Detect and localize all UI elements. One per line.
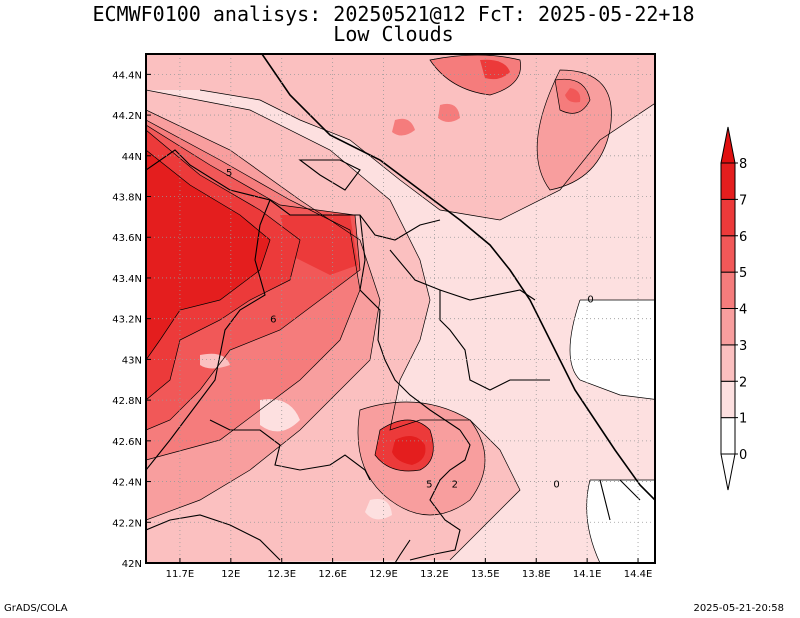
- contour-fill-7: [146, 150, 270, 360]
- colorbar-under-arrow: [720, 453, 736, 491]
- lon-tick-label: 14.1E: [573, 569, 602, 580]
- colorbar-label: 8: [739, 157, 747, 172]
- contour-fill-1: [365, 499, 392, 520]
- lon-tick-label: 11.7E: [166, 569, 195, 580]
- lon-tick-label: 13.8E: [522, 569, 551, 580]
- contour-label: 5: [426, 480, 432, 491]
- colorbar-segment: [720, 198, 736, 237]
- region-border: [146, 514, 281, 561]
- colorbar-label: 1: [739, 412, 747, 427]
- lat-tick-label: 44N: [122, 152, 142, 163]
- region-border: [439, 289, 536, 301]
- contour-fill-5: [565, 88, 581, 103]
- contour-label: 0: [587, 294, 593, 305]
- contour-fill-3: [537, 70, 612, 190]
- map-subtitle: Low Clouds: [333, 22, 454, 46]
- lat-tick-label: 43.8N: [112, 193, 142, 204]
- colorbar-over-arrow: [720, 126, 736, 164]
- contour-line: [569, 299, 655, 400]
- colorbar-segment: [720, 162, 736, 200]
- contour-fill-4: [392, 118, 415, 136]
- lon-tick-label: 12E: [221, 569, 240, 580]
- lat-tick-label: 42.4N: [112, 478, 142, 489]
- contour-labels: 5 6 0 5 2 0: [226, 168, 594, 491]
- lat-tick-label: 42.2N: [112, 518, 142, 529]
- lat-tick-label: 42.8N: [112, 396, 142, 407]
- contour-label: 0: [553, 480, 559, 491]
- region-border: [619, 479, 641, 501]
- colorbar-label: 6: [739, 230, 747, 245]
- lat-tick-label: 43.6N: [112, 233, 142, 244]
- contour-line: [146, 109, 381, 521]
- colorbar: 0 1 2 3 4 5 6 7 8: [720, 126, 747, 491]
- region-border: [389, 249, 550, 391]
- lat-tick-label: 43N: [122, 355, 142, 366]
- cloud-field: [146, 54, 655, 563]
- region-border: [599, 479, 611, 521]
- lat-tick-label: 42.6N: [112, 437, 142, 448]
- lon-tick-label: 13.2E: [420, 569, 449, 580]
- colorbar-label: 4: [739, 303, 747, 318]
- lon-tick-label: 14.4E: [624, 569, 653, 580]
- region-border: [209, 419, 371, 481]
- footer-timestamp: 2025-05-21-20:58: [693, 603, 784, 614]
- contour-line: [374, 419, 434, 472]
- contour-fill-2: [200, 353, 230, 369]
- colorbar-segment: [720, 308, 736, 346]
- contour-fill-2: [146, 54, 655, 220]
- contour-fill-0: [570, 300, 655, 400]
- contour-line: [586, 479, 655, 563]
- colorbar-label: 7: [739, 193, 747, 208]
- lon-tick-label: 12.6E: [318, 569, 347, 580]
- region-border: [359, 214, 461, 431]
- contour-line: [429, 54, 521, 96]
- footer-credit: GrADS/COLA: [4, 603, 68, 614]
- region-borders: [146, 149, 641, 563]
- map-frame: [145, 53, 656, 564]
- colorbar-label: 3: [739, 339, 747, 354]
- colorbar-segment: [720, 344, 736, 382]
- contour-fill-6: [280, 215, 358, 275]
- contour-line: [146, 129, 301, 401]
- contour-label: 5: [226, 168, 232, 179]
- colorbar-segment: [720, 417, 736, 455]
- latitude-ticks: 42N 42.2N 42.4N 42.6N 42.8N 43N 43.2N 43.4N 43.6…: [112, 70, 151, 570]
- contour-fill-1: [260, 399, 300, 432]
- colorbar-label: 2: [739, 375, 747, 390]
- lat-tick-label: 43.2N: [112, 315, 142, 326]
- lat-tick-label: 43.4N: [112, 274, 142, 285]
- contour-fill-4: [438, 103, 460, 122]
- lon-tick-label: 13.5E: [471, 569, 500, 580]
- region-border: [146, 199, 271, 471]
- contour-line: [146, 89, 521, 561]
- contour-fill-0: [586, 480, 655, 563]
- colorbar-label: 0: [739, 448, 747, 463]
- region-border: [409, 429, 471, 561]
- contour-line: [357, 401, 486, 516]
- map-title: ECMWF0100 analisys: 20250521@12 FcT: 202…: [92, 2, 695, 26]
- lon-tick-label: 12.3E: [267, 569, 296, 580]
- lat-tick-label: 44.4N: [112, 70, 142, 81]
- region-border: [146, 149, 441, 241]
- contour-line: [199, 89, 655, 221]
- coastline: [261, 54, 655, 501]
- contour-line: [554, 78, 591, 114]
- lon-tick-label: 12.9E: [369, 569, 398, 580]
- contour-fill-7: [392, 436, 426, 465]
- region-border: [394, 539, 411, 563]
- lat-tick-label: 42N: [122, 559, 142, 570]
- region-border: [298, 159, 361, 191]
- colorbar-segment: [720, 271, 736, 309]
- contour-line: [146, 149, 271, 361]
- colorbar-label: 5: [739, 266, 747, 281]
- contour-label: 6: [270, 315, 276, 326]
- colorbar-segment: [720, 235, 736, 273]
- contour-label: 2: [452, 480, 458, 491]
- contour-line: [146, 119, 361, 461]
- contour-line: [536, 69, 612, 191]
- longitude-ticks: 11.7E 12E 12.3E 12.6E 12.9E 13.2E 13.5E 13.8E 14…: [166, 558, 653, 580]
- colorbar-segment: [720, 380, 736, 419]
- lat-tick-label: 44.2N: [112, 111, 142, 122]
